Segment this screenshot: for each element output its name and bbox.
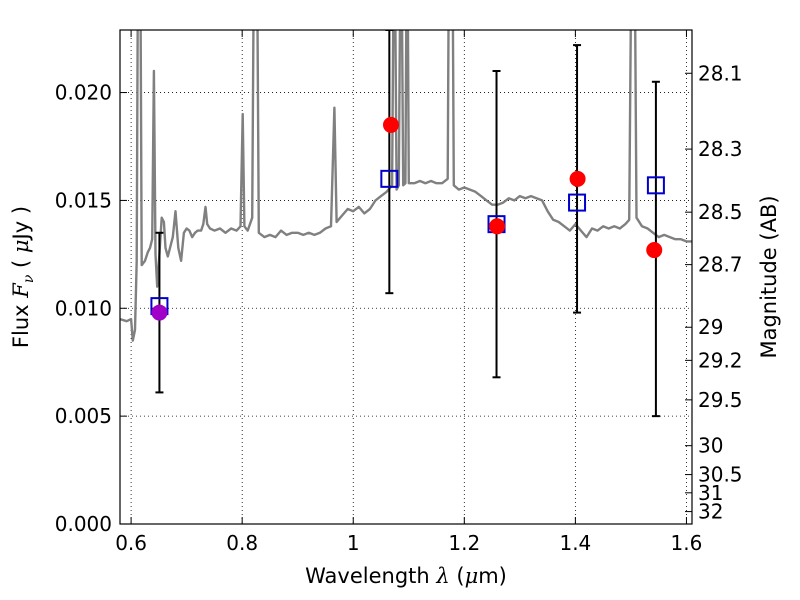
x-tick-label: 0.6 xyxy=(115,531,147,555)
y2-axis-label: Magnitude (AB) xyxy=(757,195,781,358)
y-tick-label: 0.020 xyxy=(55,81,112,105)
x-tick-label: 1.6 xyxy=(671,531,703,555)
circle-marker xyxy=(569,170,586,187)
y2-tick-label: 28.1 xyxy=(698,61,743,85)
square-marker xyxy=(646,176,665,195)
y2-tick-label: 28.7 xyxy=(698,253,743,277)
plot-frame xyxy=(119,29,693,525)
y2-tick-label: 32 xyxy=(698,500,723,524)
square-marker xyxy=(380,169,399,188)
y-ticks: 0.000 0.005 0.010 0.015 0.020 xyxy=(55,81,127,536)
x-tick-label: 0.8 xyxy=(226,531,258,555)
x-ticks: 0.6 0.8 1 1.2 1.4 1.6 xyxy=(115,30,702,555)
y2-tick-label: 31 xyxy=(698,481,723,505)
circle-marker xyxy=(646,242,663,259)
y2-tick-label: 29 xyxy=(698,315,723,339)
y-tick-label: 0.000 xyxy=(55,512,112,536)
circle-marker xyxy=(383,116,400,133)
y-tick-label: 0.015 xyxy=(55,188,112,212)
square-marker xyxy=(568,193,587,212)
y2-tick-label: 28.5 xyxy=(698,200,743,224)
circle-marker xyxy=(151,304,168,321)
y-axis-label: Flux Fν ( μJy ) xyxy=(9,206,37,348)
y2-tick-label: 30 xyxy=(698,434,723,458)
y-tick-label: 0.010 xyxy=(55,296,112,320)
y2-tick-label: 29.5 xyxy=(698,388,743,412)
x-tick-label: 1 xyxy=(347,531,360,555)
x-tick-label: 1.2 xyxy=(448,531,480,555)
x-tick-label: 1.4 xyxy=(559,531,591,555)
data-markers xyxy=(150,116,665,321)
y-tick-label: 0.005 xyxy=(55,404,112,428)
x-axis-label: Wavelength λ (μm) xyxy=(305,564,507,588)
circle-marker xyxy=(489,218,506,235)
y2-tick-label: 28.3 xyxy=(698,137,743,161)
y2-tick-label: 29.2 xyxy=(698,348,743,372)
y2-tick-label: 30.5 xyxy=(698,463,743,487)
